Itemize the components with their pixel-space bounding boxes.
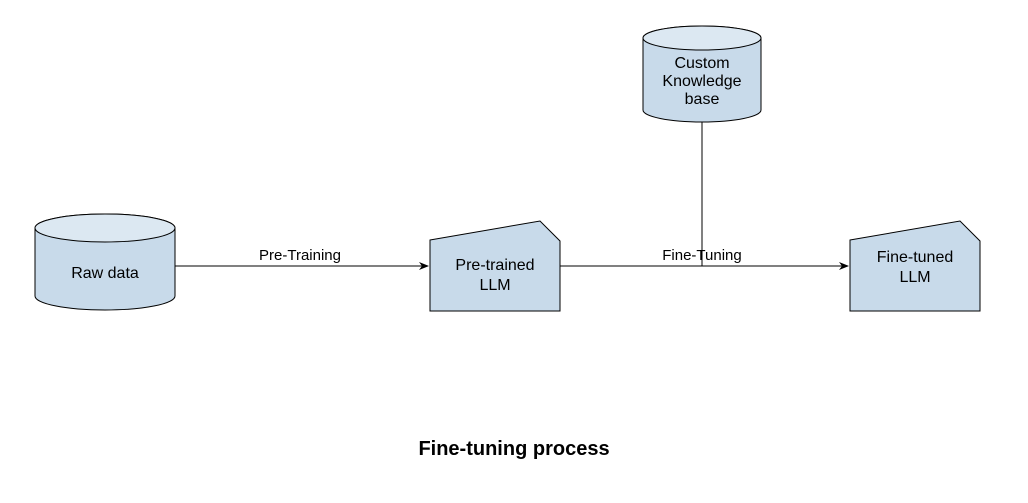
edge-finetuning: Fine-Tuning <box>560 247 848 266</box>
node-raw-data: Raw data <box>35 214 175 310</box>
knowledge-label-2: Knowledge <box>662 73 741 90</box>
node-pretrained-llm: Pre-trained LLM <box>430 221 560 311</box>
diagram-canvas: Raw data Pre-trained LLM Custom Knowledg… <box>0 0 1028 503</box>
diagram-title: Fine-tuning process <box>418 438 609 460</box>
edge-pretraining: Pre-Training <box>175 247 428 266</box>
knowledge-label-3: base <box>685 91 720 108</box>
finetuned-label-1: Fine-tuned <box>877 249 954 266</box>
node-finetuned-llm: Fine-tuned LLM <box>850 221 980 311</box>
finetuned-label-2: LLM <box>899 269 930 286</box>
raw-data-label: Raw data <box>71 265 139 282</box>
pretrained-label-1: Pre-trained <box>455 257 534 274</box>
pretraining-label: Pre-Training <box>259 247 341 264</box>
pretrained-label-2: LLM <box>479 277 510 294</box>
knowledge-label-1: Custom <box>674 55 729 72</box>
node-knowledge-base: Custom Knowledge base <box>643 26 761 122</box>
